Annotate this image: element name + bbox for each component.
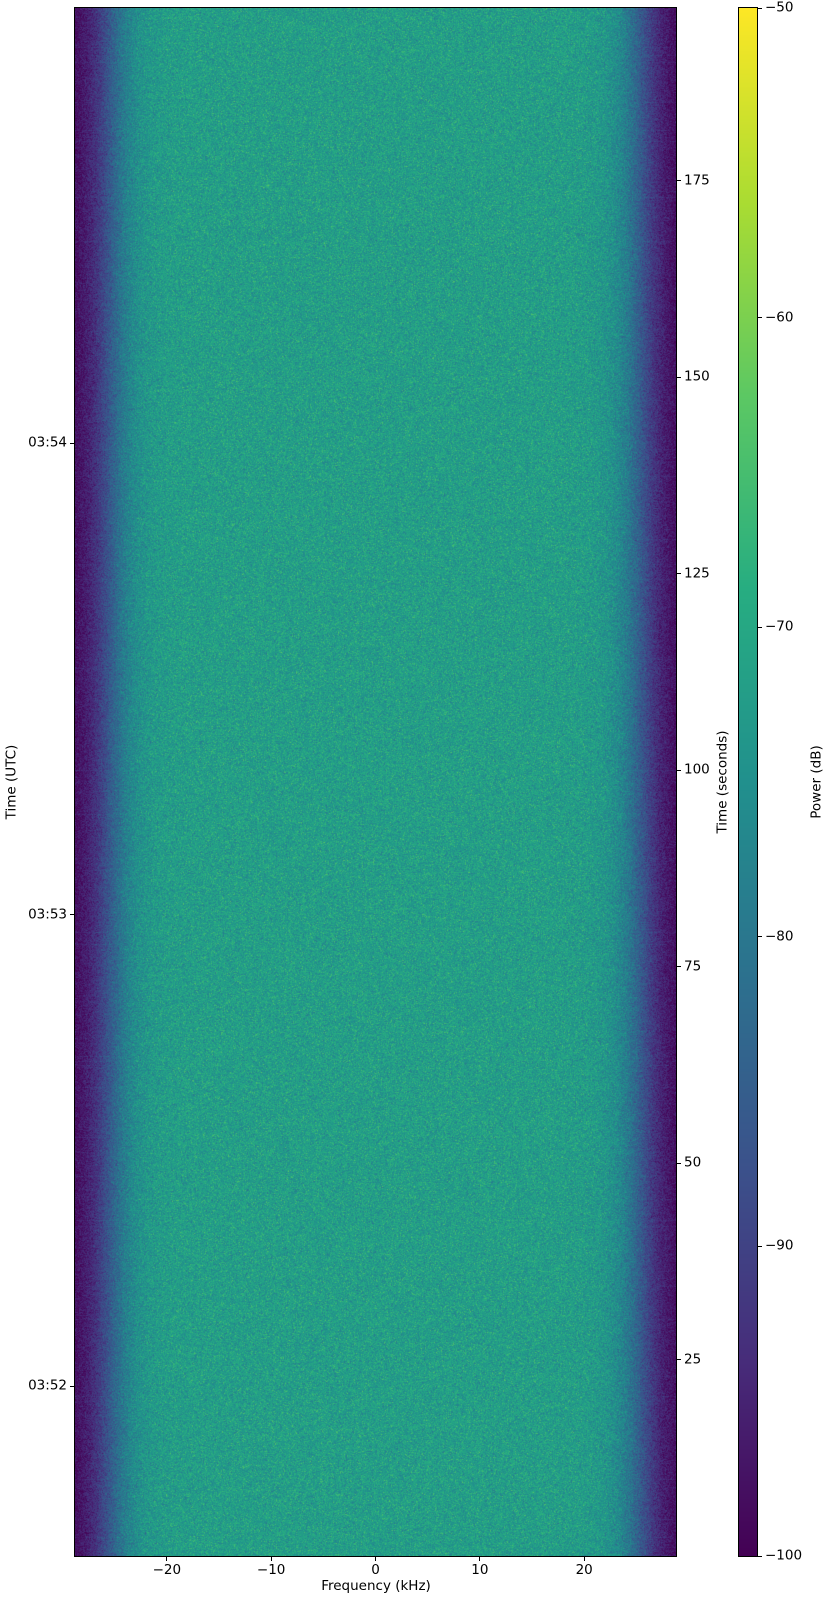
colorbar-tick-mark (757, 627, 762, 628)
colorbar-tick-label: −50 (765, 1, 794, 15)
right-y-tick-label: 125 (684, 567, 710, 581)
colorbar-tick-mark (757, 1556, 762, 1557)
x-tick-mark (271, 1556, 272, 1561)
colorbar-label: Power (dB) (810, 745, 824, 818)
x-axis-label: Frequency (kHz) (321, 1580, 431, 1594)
right-y-tick-label: 25 (684, 1353, 701, 1367)
colorbar-tick-label: −90 (765, 1240, 794, 1254)
right-y-tick-mark (676, 377, 681, 378)
right-y-tick-mark (676, 1359, 681, 1360)
spectrogram-plot (75, 8, 676, 1556)
colorbar-tick-label: −70 (765, 620, 794, 634)
x-tick-label: −10 (257, 1564, 286, 1578)
left-y-axis-label: Time (UTC) (5, 745, 19, 820)
spectrogram-heatmap (75, 8, 676, 1556)
x-tick-label: −20 (153, 1564, 182, 1578)
colorbar (739, 8, 757, 1556)
right-y-tick-label: 50 (684, 1156, 701, 1170)
colorbar-tick-label: −80 (765, 930, 794, 944)
colorbar-tick-label: −60 (765, 311, 794, 325)
colorbar-tick-label: −100 (765, 1549, 802, 1563)
right-y-axis-label: Time (seconds) (716, 730, 730, 833)
left-y-tick-label: 03:52 (28, 1380, 67, 1394)
right-y-tick-label: 75 (684, 960, 701, 974)
colorbar-tick-mark (757, 8, 762, 9)
x-tick-mark (584, 1556, 585, 1561)
colorbar-tick-mark (757, 317, 762, 318)
x-tick-mark (166, 1556, 167, 1561)
colorbar-tick-mark (757, 936, 762, 937)
x-tick-label: 10 (471, 1564, 488, 1578)
left-y-tick-label: 03:53 (28, 908, 67, 922)
right-y-tick-mark (676, 770, 681, 771)
right-y-tick-label: 175 (684, 174, 710, 188)
left-y-tick-mark (70, 1386, 75, 1387)
right-y-tick-mark (676, 966, 681, 967)
left-y-tick-mark (70, 914, 75, 915)
x-tick-label: 20 (576, 1564, 593, 1578)
x-tick-mark (479, 1556, 480, 1561)
right-y-tick-label: 150 (684, 371, 710, 385)
right-y-tick-mark (676, 180, 681, 181)
x-tick-label: 0 (371, 1564, 380, 1578)
x-tick-mark (375, 1556, 376, 1561)
right-y-tick-label: 100 (684, 763, 710, 777)
right-y-tick-mark (676, 1163, 681, 1164)
right-y-tick-mark (676, 573, 681, 574)
left-y-tick-mark (70, 443, 75, 444)
left-y-tick-label: 03:54 (28, 437, 67, 451)
colorbar-tick-mark (757, 1246, 762, 1247)
colorbar-frame (738, 7, 758, 1557)
